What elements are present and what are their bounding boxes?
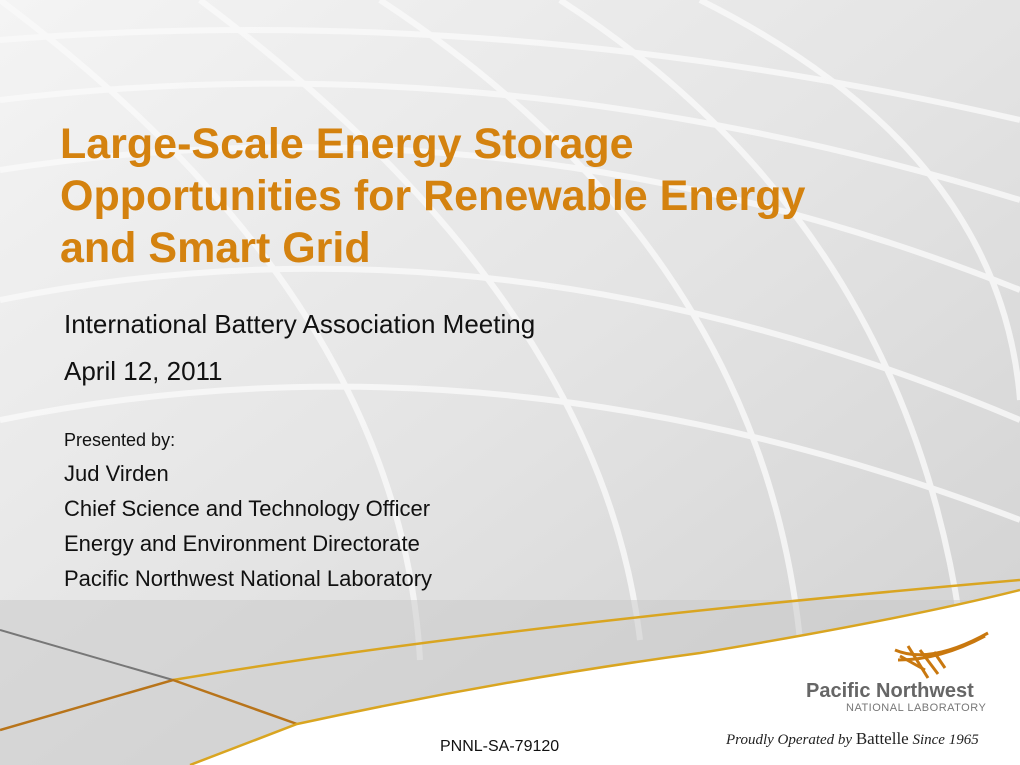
logo-name: Pacific Northwest <box>806 680 974 702</box>
title-line: Large-Scale Energy Storage <box>60 120 634 168</box>
tagline-suffix: Since 1965 <box>912 732 979 748</box>
event-name: International Battery Association Meetin… <box>64 309 536 339</box>
presenter-directorate: Energy and Environment Directorate <box>64 531 420 556</box>
tagline-prefix: Proudly Operated by <box>726 732 853 748</box>
logo-subname: NATIONAL LABORATORY <box>846 702 987 714</box>
title-line: and Smart Grid <box>60 224 371 272</box>
presenter-title: Chief Science and Technology Officer <box>64 496 431 521</box>
tagline-brand: Battelle <box>855 729 909 748</box>
event-date: April 12, 2011 <box>64 356 223 386</box>
battelle-tagline: Proudly Operated by Battelle Since 1965 <box>726 729 979 749</box>
presenter-organization: Pacific Northwest National Laboratory <box>64 566 433 591</box>
presented-by-label: Presented by: <box>64 430 176 450</box>
slide-title: Large-Scale Energy Storage Opportunities… <box>60 118 805 274</box>
pnnl-logo-icon <box>894 631 989 679</box>
title-line: Opportunities for Renewable Energy <box>60 172 806 220</box>
presenter-name: Jud Virden <box>64 461 169 486</box>
document-number: PNNL-SA-79120 <box>440 738 560 755</box>
